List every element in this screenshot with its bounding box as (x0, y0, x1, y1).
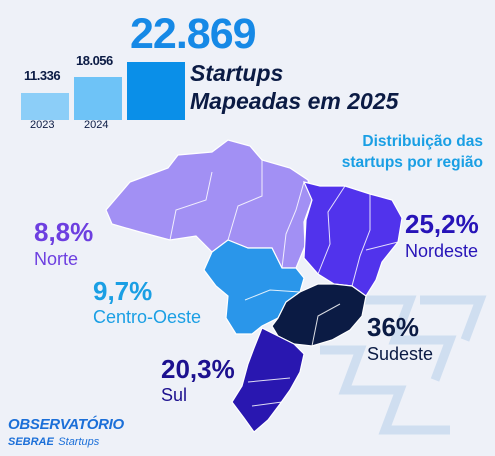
observatorio-logo: OBSERVATÓRIO SEBRAE Startups (8, 416, 124, 450)
sudeste-pct: 36% (367, 312, 420, 342)
map-subtitle: Distribuição das startups por região (342, 131, 483, 173)
value-2024: 18.056 (76, 53, 113, 68)
map-subtitle-line1: Distribuição das (362, 133, 483, 150)
map-subtitle-line2: startups por região (341, 154, 483, 171)
centro-oeste-name: Centro-Oeste (93, 307, 202, 327)
logo-line1: OBSERVATÓRIO (8, 416, 124, 433)
region-norte (105, 139, 313, 269)
sul-pct: 20,3% (161, 354, 235, 384)
headline-line1: Startups (190, 60, 284, 86)
sudeste-name: Sudeste (367, 344, 434, 364)
sul-name: Sul (161, 385, 188, 405)
region-nordeste (302, 181, 403, 297)
logo-sebrae: SEBRAE (8, 436, 54, 448)
logo-startups: Startups (58, 436, 100, 448)
norte-name: Norte (34, 249, 79, 269)
watermark-logo (320, 295, 487, 435)
logo-line2: SEBRAE Startups (8, 432, 124, 450)
value-2023: 11.336 (24, 68, 61, 83)
bar-2024 (74, 77, 122, 120)
bar-2023 (21, 93, 69, 120)
year-2023: 2023 (30, 119, 55, 131)
year-2024: 2024 (84, 119, 109, 131)
nordeste-pct: 25,2% (405, 209, 479, 239)
norte-pct: 8,8% (34, 217, 94, 247)
nordeste-name: Nordeste (405, 241, 479, 261)
centro-oeste-pct: 9,7% (93, 276, 153, 306)
bar-2025 (127, 62, 185, 120)
mini-bar-chart (19, 30, 189, 120)
total-startups-number: 22.869 (130, 10, 257, 58)
headline-line2: Mapeadas em 2025 (190, 88, 399, 114)
